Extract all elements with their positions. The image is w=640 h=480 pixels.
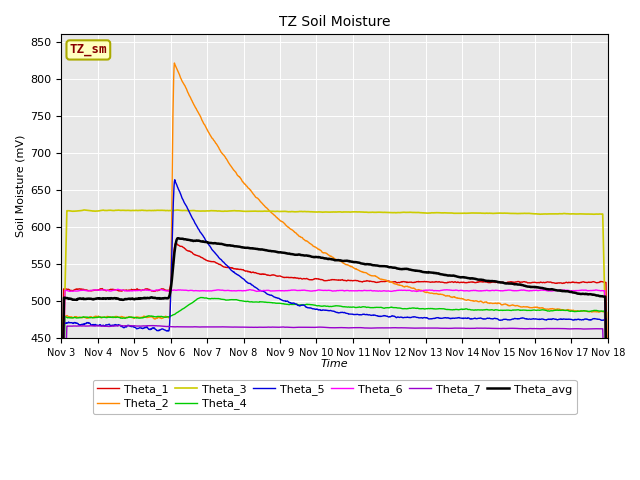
Line: Theta_3: Theta_3 bbox=[61, 210, 608, 441]
Theta_1 bbox=[369, 279, 376, 285]
Theta_7 bbox=[147, 323, 154, 328]
Theta_avg bbox=[301, 252, 308, 258]
Theta_6 bbox=[114, 287, 122, 292]
Theta_6 bbox=[369, 288, 376, 294]
Line: Theta_1: Theta_1 bbox=[61, 243, 608, 480]
Theta_7 bbox=[290, 324, 298, 330]
Theta_avg bbox=[369, 262, 376, 268]
Theta_6 bbox=[122, 288, 130, 294]
Theta_5 bbox=[369, 312, 376, 318]
Line: Theta_5: Theta_5 bbox=[61, 180, 608, 480]
Theta_3 bbox=[122, 207, 130, 213]
Theta_avg bbox=[311, 254, 319, 260]
Theta_5 bbox=[122, 324, 130, 329]
Theta_1 bbox=[311, 276, 319, 282]
Theta_4 bbox=[604, 470, 612, 476]
Theta_avg bbox=[604, 468, 612, 474]
Theta_5 bbox=[290, 300, 298, 306]
Theta_1 bbox=[58, 477, 65, 480]
Theta_7 bbox=[311, 324, 319, 330]
Theta_6 bbox=[604, 458, 612, 464]
Theta_3 bbox=[311, 209, 319, 215]
Line: Theta_6: Theta_6 bbox=[61, 289, 608, 480]
Theta_1 bbox=[604, 441, 612, 447]
Title: TZ Soil Moisture: TZ Soil Moisture bbox=[279, 15, 390, 29]
Theta_5 bbox=[100, 323, 108, 328]
Theta_1 bbox=[122, 287, 130, 293]
Theta_3 bbox=[604, 424, 612, 430]
Theta_1 bbox=[172, 240, 180, 246]
Theta_5 bbox=[301, 303, 308, 309]
Theta_4 bbox=[369, 305, 376, 311]
Theta_2 bbox=[122, 314, 130, 320]
Line: Theta_4: Theta_4 bbox=[61, 298, 608, 480]
Theta_1 bbox=[100, 287, 108, 292]
Theta_avg bbox=[290, 252, 298, 257]
Theta_2 bbox=[301, 237, 308, 243]
Theta_4 bbox=[301, 302, 308, 308]
Theta_6 bbox=[311, 288, 319, 294]
Theta_4 bbox=[122, 315, 130, 321]
Theta_7 bbox=[100, 323, 108, 329]
Theta_2 bbox=[369, 273, 376, 279]
Text: TZ_sm: TZ_sm bbox=[70, 43, 107, 57]
Theta_5 bbox=[311, 306, 319, 312]
Theta_3 bbox=[301, 209, 308, 215]
Theta_4 bbox=[311, 302, 319, 308]
Theta_6 bbox=[58, 478, 65, 480]
Theta_avg bbox=[58, 469, 65, 475]
Theta_3 bbox=[80, 207, 88, 213]
Theta_2 bbox=[171, 60, 179, 66]
Theta_2 bbox=[311, 244, 319, 250]
Theta_6 bbox=[301, 287, 308, 293]
Theta_3 bbox=[100, 207, 108, 213]
Theta_3 bbox=[58, 438, 65, 444]
Theta_1 bbox=[301, 276, 308, 282]
Theta_2 bbox=[604, 444, 612, 450]
Theta_3 bbox=[290, 209, 298, 215]
Theta_5 bbox=[604, 462, 612, 468]
Theta_7 bbox=[369, 325, 376, 331]
Line: Theta_avg: Theta_avg bbox=[61, 238, 608, 472]
Line: Theta_2: Theta_2 bbox=[61, 63, 608, 480]
Theta_4 bbox=[100, 314, 108, 320]
Y-axis label: Soil Moisture (mV): Soil Moisture (mV) bbox=[15, 135, 25, 237]
Theta_3 bbox=[369, 209, 376, 215]
Theta_4 bbox=[198, 295, 205, 300]
Theta_avg bbox=[174, 235, 182, 241]
Theta_6 bbox=[100, 287, 108, 293]
X-axis label: Time: Time bbox=[321, 359, 348, 369]
Theta_2 bbox=[290, 228, 298, 234]
Theta_7 bbox=[301, 324, 308, 330]
Legend: Theta_1, Theta_2, Theta_3, Theta_4, Theta_5, Theta_6, Theta_7, Theta_avg: Theta_1, Theta_2, Theta_3, Theta_4, Thet… bbox=[93, 380, 577, 414]
Theta_2 bbox=[100, 314, 108, 320]
Theta_5 bbox=[171, 177, 179, 182]
Theta_1 bbox=[290, 275, 298, 281]
Line: Theta_7: Theta_7 bbox=[61, 325, 608, 480]
Theta_avg bbox=[100, 296, 108, 301]
Theta_4 bbox=[290, 301, 298, 307]
Theta_avg bbox=[122, 296, 130, 302]
Theta_7 bbox=[122, 323, 130, 329]
Theta_6 bbox=[290, 287, 298, 293]
